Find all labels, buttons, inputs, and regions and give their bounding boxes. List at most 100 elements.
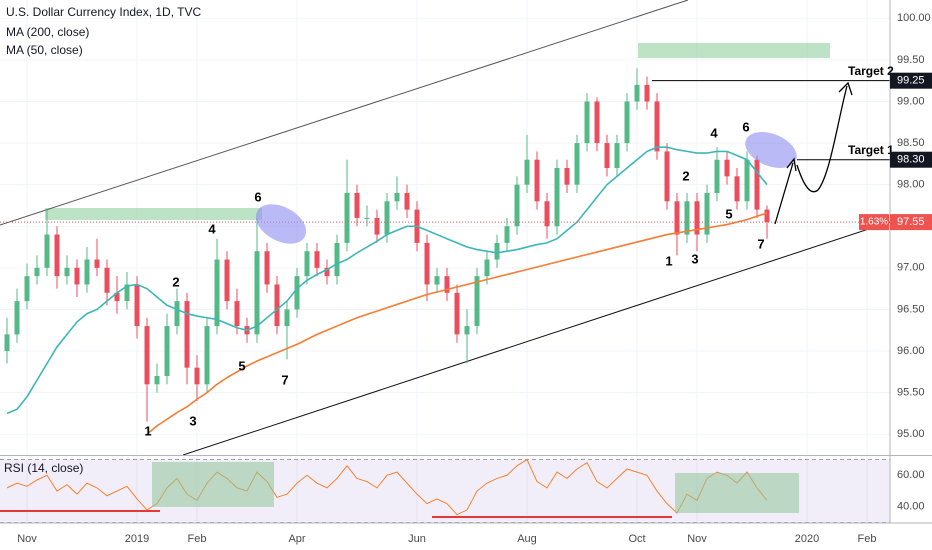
- candle-body: [714, 159, 720, 193]
- candle-body: [754, 159, 760, 210]
- candle-body: [564, 168, 570, 185]
- chart-title: U.S. Dollar Currency Index, 1D, TVC: [6, 5, 202, 19]
- arrow: [796, 85, 848, 193]
- candle-body: [644, 84, 650, 102]
- candle-body: [4, 334, 10, 352]
- y-tick-label: 60.00: [897, 469, 925, 481]
- y-tick-label: 97.00: [897, 262, 925, 274]
- candle-body: [424, 242, 430, 285]
- arrowhead: [838, 81, 853, 96]
- candle-body: [634, 84, 640, 102]
- candle-body: [204, 326, 210, 385]
- candle-body: [224, 259, 230, 302]
- rsi-line: [6, 458, 768, 516]
- y-tick-label: 96.00: [897, 345, 925, 357]
- candle-body: [434, 276, 440, 285]
- y-tick-label: 99.00: [897, 95, 925, 107]
- candle-body: [624, 101, 630, 144]
- candle-body: [264, 251, 270, 285]
- target-box: [890, 151, 932, 168]
- candle-body: [484, 259, 490, 277]
- candle-body: [724, 159, 730, 177]
- arrow: [774, 162, 794, 225]
- candle-body: [54, 234, 60, 277]
- candle-body: [764, 209, 770, 223]
- change-box: [859, 214, 889, 231]
- arrowhead: [786, 157, 797, 172]
- y-tick-label: 95.50: [897, 387, 925, 399]
- last-price-box: [890, 214, 932, 231]
- highlight-box: [638, 43, 830, 58]
- wave-label: 4: [710, 125, 718, 140]
- candle-body: [104, 267, 110, 293]
- candle-body: [144, 326, 150, 385]
- highlight-box: [675, 473, 799, 513]
- candle-body: [314, 251, 320, 268]
- wave-label: 2: [682, 168, 689, 183]
- candle-body: [514, 184, 520, 227]
- x-tick-label: Oct: [628, 533, 645, 545]
- wave-label: 1: [144, 423, 151, 438]
- wave-label: 7: [757, 236, 764, 251]
- target-name: Target 2: [848, 64, 894, 78]
- x-tick-label: Jun: [408, 533, 426, 545]
- channel-line: [0, 0, 689, 226]
- candle-body: [64, 267, 70, 277]
- highlight-ellipse: [745, 132, 797, 168]
- price-pane: [0, 0, 890, 455]
- candle-body: [384, 201, 390, 235]
- ma-line: [146, 212, 768, 435]
- ma-line: [6, 146, 768, 415]
- x-tick-label: Aug: [517, 533, 537, 545]
- target-box: [890, 72, 932, 89]
- wave-label: 5: [725, 206, 732, 221]
- candle-body: [44, 234, 50, 268]
- last-price-label: 97.55: [897, 216, 925, 228]
- highlight-box: [45, 208, 262, 220]
- candle-body: [614, 143, 620, 169]
- candle-body: [584, 101, 590, 144]
- candle-body: [74, 267, 80, 285]
- annotations: [0, 80, 890, 518]
- change-label: 1.63%: [860, 217, 888, 228]
- candle-body: [284, 309, 290, 327]
- candle-body: [684, 201, 690, 235]
- candle-body: [114, 292, 120, 302]
- candle-body: [214, 259, 220, 327]
- target-name: Target 1: [848, 143, 894, 157]
- candle-body: [524, 159, 530, 185]
- channel-line: [182, 221, 890, 455]
- highlight-box: [152, 462, 274, 507]
- candle-body: [294, 276, 300, 310]
- candle-body: [374, 217, 380, 235]
- candle-body: [334, 242, 340, 277]
- candle-body: [344, 192, 350, 243]
- candle-body: [254, 251, 260, 335]
- candle-body: [494, 242, 500, 260]
- wave-label: 3: [189, 413, 196, 428]
- candle-body: [594, 101, 600, 144]
- candle-body: [274, 284, 280, 327]
- candle-body: [194, 367, 200, 385]
- candle-body: [444, 276, 450, 293]
- candle-body: [364, 217, 370, 219]
- wave-label: 3: [691, 251, 698, 266]
- y-tick-label: 96.50: [897, 303, 925, 315]
- candle-body: [174, 301, 180, 327]
- target-label: 98.30: [897, 154, 925, 166]
- candle-body: [534, 159, 540, 202]
- y-tick-label: 98.50: [897, 137, 925, 149]
- highlight-ellipse: [255, 204, 307, 244]
- candle-body: [14, 301, 20, 335]
- candle-body: [84, 259, 90, 285]
- candle-body: [94, 259, 100, 268]
- y-tick-label: 99.50: [897, 54, 925, 66]
- x-tick-label: 2020: [795, 533, 819, 545]
- candle-body: [554, 168, 560, 227]
- wave-label: 7: [281, 372, 288, 387]
- candle-body: [394, 192, 400, 202]
- target-label: 99.25: [897, 75, 925, 87]
- candle-body: [24, 276, 30, 302]
- y-tick-label: 100.00: [897, 12, 931, 24]
